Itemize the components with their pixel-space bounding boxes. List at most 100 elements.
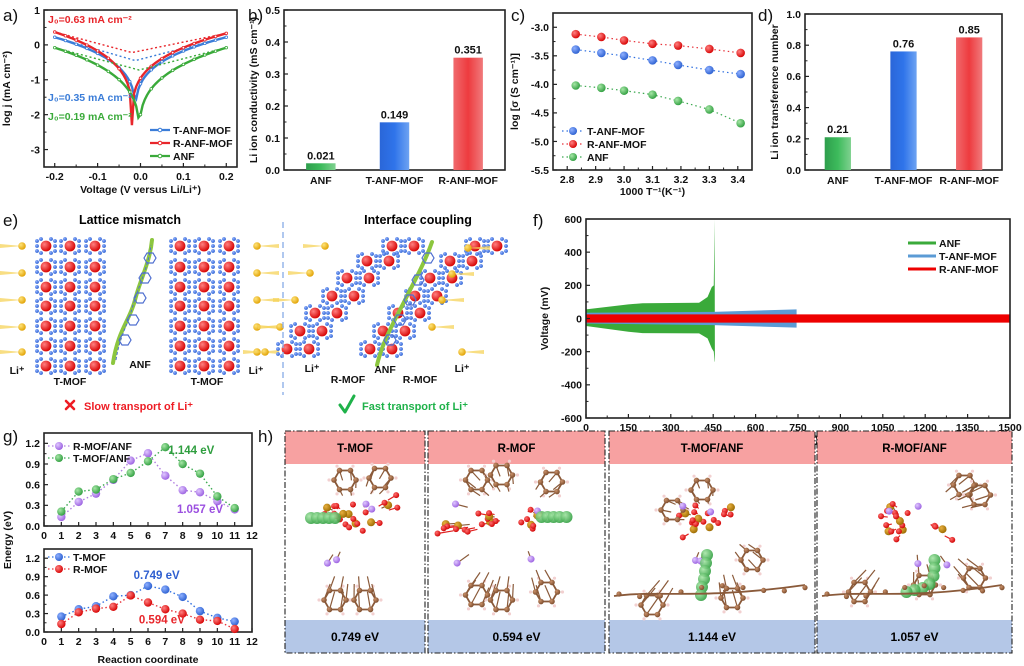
profile-point-t-mof/anf — [230, 503, 239, 513]
mof-linker-atom — [405, 311, 409, 315]
atom — [504, 606, 510, 613]
mof-linker-atom — [335, 301, 339, 305]
atom — [554, 469, 560, 476]
atom — [440, 525, 447, 532]
mof-linker-atom — [325, 301, 329, 305]
atom — [368, 505, 376, 513]
hydrogen-atom — [642, 617, 646, 621]
bar-value-label: 0.85 — [958, 24, 979, 36]
mof-linker-atom — [53, 244, 57, 248]
mof-linker-atom — [193, 324, 197, 328]
mof-linker-atom — [53, 304, 57, 308]
mof-linker-atom — [59, 304, 63, 308]
mof-linker-atom — [102, 359, 106, 363]
mof-linker-atom — [169, 260, 173, 264]
atom — [862, 579, 868, 586]
atom — [691, 509, 698, 516]
hydrogen-atom — [873, 590, 878, 594]
hydrogen-atom — [466, 607, 471, 611]
panel-letter-d: d) — [758, 6, 773, 25]
x-tick-label: 2 — [76, 530, 82, 542]
atom — [367, 606, 374, 613]
hydrogen-atom — [507, 612, 512, 616]
x-tick-label: 2.9 — [588, 174, 603, 186]
atom — [549, 579, 555, 586]
mof-linker-atom — [197, 337, 201, 341]
legend-label: T-MOF/ANF — [73, 453, 131, 465]
structure-frame — [284, 430, 426, 654]
atom — [367, 587, 374, 594]
mof-linker-atom — [362, 283, 366, 287]
mof-linker-atom — [35, 364, 39, 368]
mof-linker-atom — [102, 324, 106, 328]
mof-linker-atom — [376, 281, 380, 285]
atom — [509, 597, 516, 603]
mof-linker-atom — [98, 251, 102, 255]
mof-linker-atom — [169, 244, 173, 248]
mof-node — [89, 261, 101, 273]
mof-linker-atom — [318, 304, 322, 308]
mof-linker-atom — [169, 359, 173, 363]
y-axis-label: log [σ (S cm⁻¹)] — [509, 53, 521, 130]
y-tick-label: 0 — [34, 40, 40, 52]
mof-linker-atom — [98, 337, 102, 341]
mof-linker-atom — [73, 251, 77, 255]
profile-point-r-mof — [230, 624, 239, 634]
mof-linker-atom — [339, 294, 343, 298]
atom — [707, 508, 715, 516]
mof-node — [399, 325, 411, 337]
x-category-label: ANF — [827, 175, 849, 187]
tafel-point — [224, 35, 228, 39]
mof-linker-atom — [169, 319, 173, 323]
atom — [493, 587, 499, 594]
hydrogen-atom — [658, 617, 662, 621]
mof-linker-atom — [232, 251, 236, 255]
anf-atom — [802, 585, 808, 591]
mof-linker-atom — [73, 351, 77, 355]
hydrogen-atom — [849, 576, 854, 580]
mof-linker-atom — [236, 369, 240, 373]
mof-node — [174, 300, 186, 312]
mof-linker-atom — [412, 334, 416, 338]
mof-linker-atom — [289, 334, 293, 338]
mof-linker-atom — [63, 371, 67, 375]
legend-label: ANF — [587, 152, 609, 164]
mof-linker-atom — [361, 294, 365, 298]
mof-linker-atom — [169, 329, 173, 333]
anf-atom — [740, 584, 746, 591]
mof-linker-atom — [218, 309, 222, 313]
mof-linker-atom — [437, 271, 441, 275]
mof-linker-atom — [59, 265, 63, 269]
mof-linker-atom — [478, 251, 482, 255]
tafel-point — [181, 49, 186, 53]
atom — [356, 587, 363, 594]
legend-marker — [55, 442, 63, 450]
mof-linker-atom — [232, 258, 236, 262]
mof-linker-atom — [35, 304, 39, 308]
tafel-point — [170, 54, 175, 58]
mof-linker-atom — [102, 349, 106, 353]
mof-linker-atom — [312, 354, 316, 358]
bond — [489, 583, 497, 601]
y-tick-label: 0.2 — [786, 134, 801, 146]
mof-linker-atom — [294, 342, 298, 346]
mof-linker-atom — [35, 344, 39, 348]
mof-node — [64, 360, 76, 372]
mof-linker-atom — [444, 294, 448, 298]
anf-atom — [863, 593, 869, 599]
bond — [646, 595, 661, 615]
hydrogen-atom — [684, 488, 688, 492]
mof-linker-atom — [321, 294, 325, 298]
chart-g-energy-profile: 0.00.30.60.91.20 1 2 3 4 5 6 7 8 9 10 11 12R-MOF/ANF… — [2, 432, 258, 666]
mof-linker-atom — [347, 301, 351, 305]
atom — [524, 516, 531, 523]
mof-linker-atom — [358, 271, 362, 275]
hydrogen-atom — [734, 558, 738, 562]
hydrogen-atom — [758, 572, 762, 576]
atom — [518, 519, 525, 526]
atom — [479, 467, 485, 474]
mof-linker-atom — [336, 271, 340, 275]
tafel-point — [74, 42, 78, 46]
mof-linker-atom — [211, 339, 215, 343]
x-tick-label: 2 — [76, 636, 82, 648]
